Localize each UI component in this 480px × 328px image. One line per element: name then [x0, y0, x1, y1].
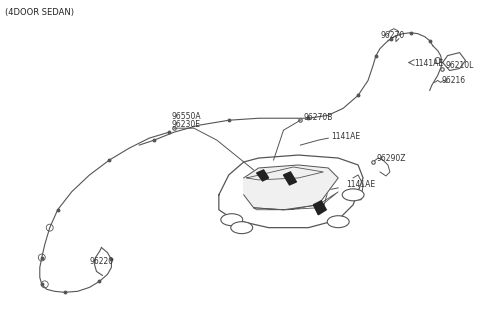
Polygon shape	[313, 201, 326, 215]
Ellipse shape	[327, 216, 349, 228]
Polygon shape	[284, 172, 297, 185]
Text: 96270B: 96270B	[303, 113, 333, 122]
Polygon shape	[244, 165, 338, 210]
Text: 96550A: 96550A	[171, 112, 201, 121]
Text: 96290Z: 96290Z	[376, 154, 406, 163]
Polygon shape	[257, 170, 269, 181]
Text: 96220: 96220	[90, 257, 114, 266]
Text: 96270: 96270	[381, 31, 405, 40]
Text: 1141AE: 1141AE	[414, 59, 443, 68]
Text: 96216: 96216	[442, 76, 466, 85]
Text: 1141AE: 1141AE	[331, 132, 360, 141]
Text: (4DOOR SEDAN): (4DOOR SEDAN)	[5, 8, 74, 17]
Text: 96230E: 96230E	[171, 120, 200, 129]
Ellipse shape	[221, 214, 243, 226]
Ellipse shape	[231, 222, 252, 234]
Text: 1141AE: 1141AE	[346, 180, 375, 189]
Ellipse shape	[342, 189, 364, 201]
Text: 96210L: 96210L	[445, 61, 474, 70]
